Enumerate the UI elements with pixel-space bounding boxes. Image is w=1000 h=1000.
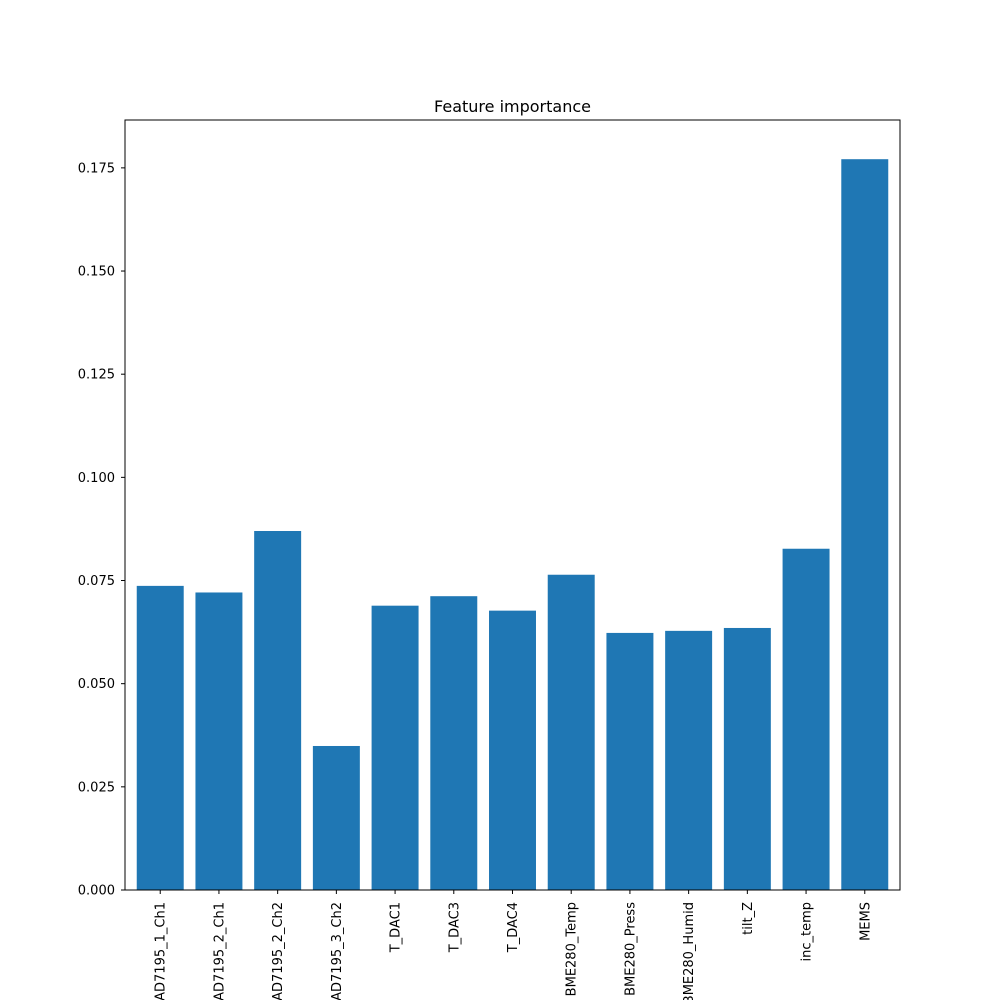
bar-ad7195-2-ch1: [195, 592, 243, 890]
x-tick-label-ad7195-1-ch1: AD7195_1_Ch1: [154, 902, 169, 1000]
bar-ad7195-3-ch2: [312, 745, 360, 890]
x-tick-label-t-dac1: T_DAC1: [389, 902, 404, 953]
y-tick-label: 0.125: [78, 368, 115, 383]
bar-bme280-temp: [547, 574, 595, 890]
y-tick-label: 0.150: [78, 265, 115, 280]
x-tick-label-bme280-humid: BME280_Humid: [682, 902, 697, 1000]
y-tick-label: 0.025: [78, 780, 115, 795]
bar-mems: [841, 159, 889, 890]
y-tick-label: 0.000: [78, 884, 115, 899]
y-tick-label: 0.075: [78, 574, 115, 589]
chart-title: Feature importance: [434, 97, 591, 116]
bars-layer: [136, 159, 889, 890]
x-tick-label-mems: MEMS: [858, 902, 873, 941]
x-tick-label-bme280-temp: BME280_Temp: [565, 902, 580, 996]
x-tick-label-inc-temp: inc_temp: [800, 902, 815, 962]
x-tick-label-t-dac4: T_DAC4: [506, 902, 521, 953]
y-tick-label: 0.100: [78, 471, 115, 486]
x-tick-label-ad7195-2-ch2: AD7195_2_Ch2: [271, 902, 286, 1000]
y-tick-label: 0.175: [78, 161, 115, 176]
bar-t-dac4: [489, 610, 536, 890]
bar-ad7195-1-ch1: [136, 585, 184, 890]
x-tick-label-t-dac3: T_DAC3: [447, 902, 462, 953]
x-tick-label-ad7195-2-ch1: AD7195_2_Ch1: [212, 902, 227, 1000]
bar-ad7195-2-ch2: [254, 530, 302, 890]
x-tick-label-bme280-press: BME280_Press: [623, 902, 638, 996]
bar-t-dac3: [430, 596, 478, 890]
bar-inc-temp: [782, 548, 830, 890]
ticks-layer: 0.000 0.025 0.050 0.075 0.100 0.125 0.150 0.175…: [78, 161, 873, 1000]
y-tick-label: 0.050: [78, 677, 115, 692]
bar-tilt-z: [723, 627, 771, 890]
x-tick-label-tilt-z: tilt_Z: [741, 902, 756, 935]
bar-t-dac1: [371, 605, 419, 890]
x-tick-label-ad7195-3-ch2: AD7195_3_Ch2: [330, 902, 345, 1000]
bar-bme280-humid: [665, 630, 713, 890]
bar-bme280-press: [606, 632, 654, 890]
